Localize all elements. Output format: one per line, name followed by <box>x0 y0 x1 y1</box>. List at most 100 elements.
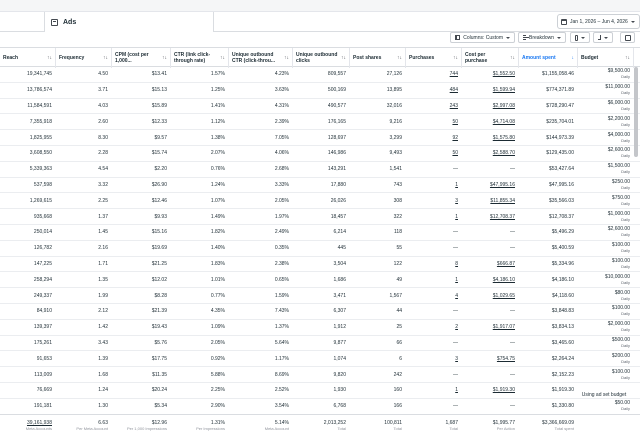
table-cell[interactable]: 50 <box>406 114 462 129</box>
breakdown-button[interactable]: Breakdown <box>518 32 566 43</box>
table-cell: $12.33 <box>112 114 171 129</box>
table-row[interactable]: 537,598 3.32 $26.90 1.24% 3.33% 17,880 743 1 $47… <box>0 178 640 194</box>
table-cell[interactable]: 50 <box>406 146 462 161</box>
table-cell: 3.63% <box>229 83 293 98</box>
table-row[interactable]: 3,608,550 2.28 $15.74 2.07% 4.06% 146,986 9,49… <box>0 146 640 162</box>
summary-cell[interactable]: 39,161,938 Meta Accounts <box>0 416 56 436</box>
table-row[interactable]: 175,261 3.43 $5.76 2.05% 5.64% 9,877 66 — — $3,46… <box>0 336 640 352</box>
table-cell[interactable]: $11,855.34 <box>462 193 519 208</box>
table-cell: 0.35% <box>229 241 293 256</box>
table-cell[interactable]: 1 <box>406 272 462 287</box>
table-cell[interactable]: $4,714.08 <box>462 114 519 129</box>
table-cell[interactable]: 2 <box>406 320 462 335</box>
summary-label: Meta Account <box>264 426 289 431</box>
column-header[interactable]: Budget ↑↓ <box>578 48 634 68</box>
purchases-link: 8 <box>455 260 458 267</box>
cell-value: 9,216 <box>389 118 402 125</box>
table-row[interactable]: 84,910 2.12 $21.39 4.35% 7.43% 6,307 44 — — $3,84… <box>0 304 640 320</box>
table-cell[interactable]: $1,552.50 <box>462 67 519 82</box>
table-cell[interactable]: 4 <box>406 288 462 303</box>
column-header[interactable]: Frequency ↑↓ <box>56 48 112 68</box>
table-row[interactable]: 5,339,363 4.54 $2.20 0.76% 2.68% 143,291 1,541… <box>0 162 640 178</box>
budget-value: $200.00 <box>611 352 630 359</box>
table-cell[interactable]: $1,599.94 <box>462 83 519 98</box>
column-header[interactable]: Amount spent ↓ <box>519 48 578 68</box>
column-header[interactable]: CPM (cost per 1,000... ↑↓ <box>112 48 171 68</box>
budget-value: $11,000.00 <box>605 84 630 91</box>
cell-value: 6 <box>399 355 402 362</box>
cell-value: 11,584,591 <box>27 102 52 109</box>
table-cell[interactable]: 1 <box>406 209 462 224</box>
sort-icon[interactable]: ↑↓ <box>510 55 515 61</box>
column-header[interactable]: Purchases ↑↓ <box>406 48 462 68</box>
table-cell[interactable]: 744 <box>406 67 462 82</box>
vertical-scrollbar[interactable] <box>634 67 638 414</box>
table-row[interactable]: 250,014 1.45 $15.16 1.82% 2.49% 6,214 118 — — $5,… <box>0 225 640 241</box>
table-cell[interactable]: $1,575.80 <box>462 130 519 145</box>
table-cell[interactable]: 3 <box>406 193 462 208</box>
sort-icon[interactable]: ↑↓ <box>47 55 52 61</box>
table-cell[interactable]: 92 <box>406 130 462 145</box>
table-cell[interactable]: $666.87 <box>462 257 519 272</box>
table-row[interactable]: 126,782 2.16 $19.69 1.40% 0.35% 445 55 — — $5,400… <box>0 241 640 257</box>
column-header[interactable]: Post shares ↑↓ <box>350 48 406 68</box>
table-row[interactable]: 11,584,591 4.03 $15.89 1.41% 4.31% 490,577 32,… <box>0 99 640 115</box>
sort-icon[interactable]: ↑↓ <box>397 55 402 61</box>
column-header[interactable]: CTR (link click-through rate) ↑↓ <box>171 48 229 68</box>
table-row[interactable]: 1,269,615 2.25 $12.46 1.07% 2.05% 26,026 308 3 $… <box>0 193 640 210</box>
sort-icon[interactable]: ↑↓ <box>284 55 289 61</box>
column-header[interactable]: Unique outbound CTR (click-throu... ↑↓ <box>229 48 293 68</box>
table-row[interactable]: 91,653 1.39 $17.75 0.92% 1.17% 1,074 6 3 $754.75… <box>0 351 640 368</box>
table-row[interactable]: 1,825,955 8.30 $9.57 1.38% 7.05% 128,697 3,299… <box>0 130 640 146</box>
table-cell[interactable]: $754.75 <box>462 351 519 366</box>
reports-button[interactable] <box>570 32 590 43</box>
sort-icon[interactable]: ↑↓ <box>625 55 630 61</box>
sort-icon[interactable]: ↑↓ <box>162 55 167 61</box>
sort-icon[interactable]: ↓ <box>571 55 575 61</box>
table-cell[interactable]: $1,919.30 <box>462 383 519 398</box>
table-row[interactable]: 258,294 1.35 $12.02 1.01% 0.65% 1,686 49 1 $4,18… <box>0 272 640 289</box>
table-cell[interactable]: 484 <box>406 83 462 98</box>
date-range-button[interactable]: Jan 1, 2026 – Jun 4, 2026 <box>557 14 640 29</box>
tab-ads[interactable]: Ads <box>44 12 214 32</box>
table-cell[interactable]: 3 <box>406 351 462 366</box>
table-cell[interactable]: 8 <box>406 257 462 272</box>
table-row[interactable]: 249,337 1.99 $8.28 0.77% 1.59% 3,471 1,567 4 $1,… <box>0 288 640 304</box>
table-row[interactable]: 935,668 1.37 $9.93 1.49% 1.97% 18,457 322 1 $12,… <box>0 209 640 225</box>
table-row[interactable]: 19,341,745 4.50 $13.41 1.57% 4.23% 809,557 27,… <box>0 67 640 83</box>
table-cell[interactable]: $4,186.10 <box>462 272 519 287</box>
table-cell[interactable]: 1 <box>406 383 462 398</box>
table-cell[interactable]: $47,995.16 <box>462 178 519 193</box>
summary-label: Total <box>337 426 346 431</box>
table-cell[interactable]: $2,588.70 <box>462 146 519 161</box>
table-cell[interactable]: $12,708.37 <box>462 209 519 224</box>
table-cell[interactable]: $2,997.08 <box>462 99 519 114</box>
table-row[interactable]: 147,225 1.71 $21.25 1.83% 2.38% 3,504 122 8 $666… <box>0 257 640 273</box>
sort-icon[interactable]: ↑↓ <box>341 55 346 61</box>
cell-value: $21.39 <box>151 308 167 315</box>
budget-period: Daily <box>621 184 630 190</box>
table-cell[interactable]: $1,917.07 <box>462 320 519 335</box>
table-cell: 537,598 <box>0 178 56 193</box>
table-cell[interactable]: $1,029.65 <box>462 288 519 303</box>
column-header[interactable]: Unique outbound clicks ↑↓ <box>293 48 350 68</box>
columns-button[interactable]: Columns: Custom <box>450 32 515 43</box>
table-row[interactable]: 76,669 1.24 $20.24 2.25% 2.52% 1,930 160 1 $1,91… <box>0 383 640 399</box>
table-cell[interactable]: 1 <box>406 178 462 193</box>
sort-icon[interactable]: ↑↓ <box>103 55 108 61</box>
table-row[interactable]: 7,355,918 2.60 $12.33 1.12% 2.39% 176,165 9,21… <box>0 114 640 131</box>
table-row[interactable]: 139,397 1.42 $19.43 1.09% 1.37% 1,912 25 2 $1,91… <box>0 320 640 336</box>
sort-icon[interactable]: ↑↓ <box>453 55 458 61</box>
table-cell: $235,704.01 <box>519 114 578 129</box>
table-row[interactable]: 191,181 1.30 $5.34 2.90% 3.54% 6,768 166 — — $1,3… <box>0 399 640 415</box>
export-button[interactable] <box>593 32 613 43</box>
table-row[interactable]: 13,786,574 3.71 $15.13 1.25% 3.63% 500,169 13,… <box>0 83 640 99</box>
scrollbar-thumb[interactable] <box>634 67 638 157</box>
table-cell[interactable]: 243 <box>406 99 462 114</box>
column-header[interactable]: Reach ↑↓ <box>0 48 56 68</box>
sort-icon[interactable]: ↑↓ <box>220 55 225 61</box>
settings-button[interactable] <box>620 32 635 43</box>
column-header[interactable]: Cost per purchase ↑↓ <box>462 48 519 68</box>
table-row[interactable]: 113,009 1.68 $11.35 5.88% 8.69% 9,820 242 — — $2,… <box>0 367 640 383</box>
table-cell: $19.69 <box>112 241 171 256</box>
